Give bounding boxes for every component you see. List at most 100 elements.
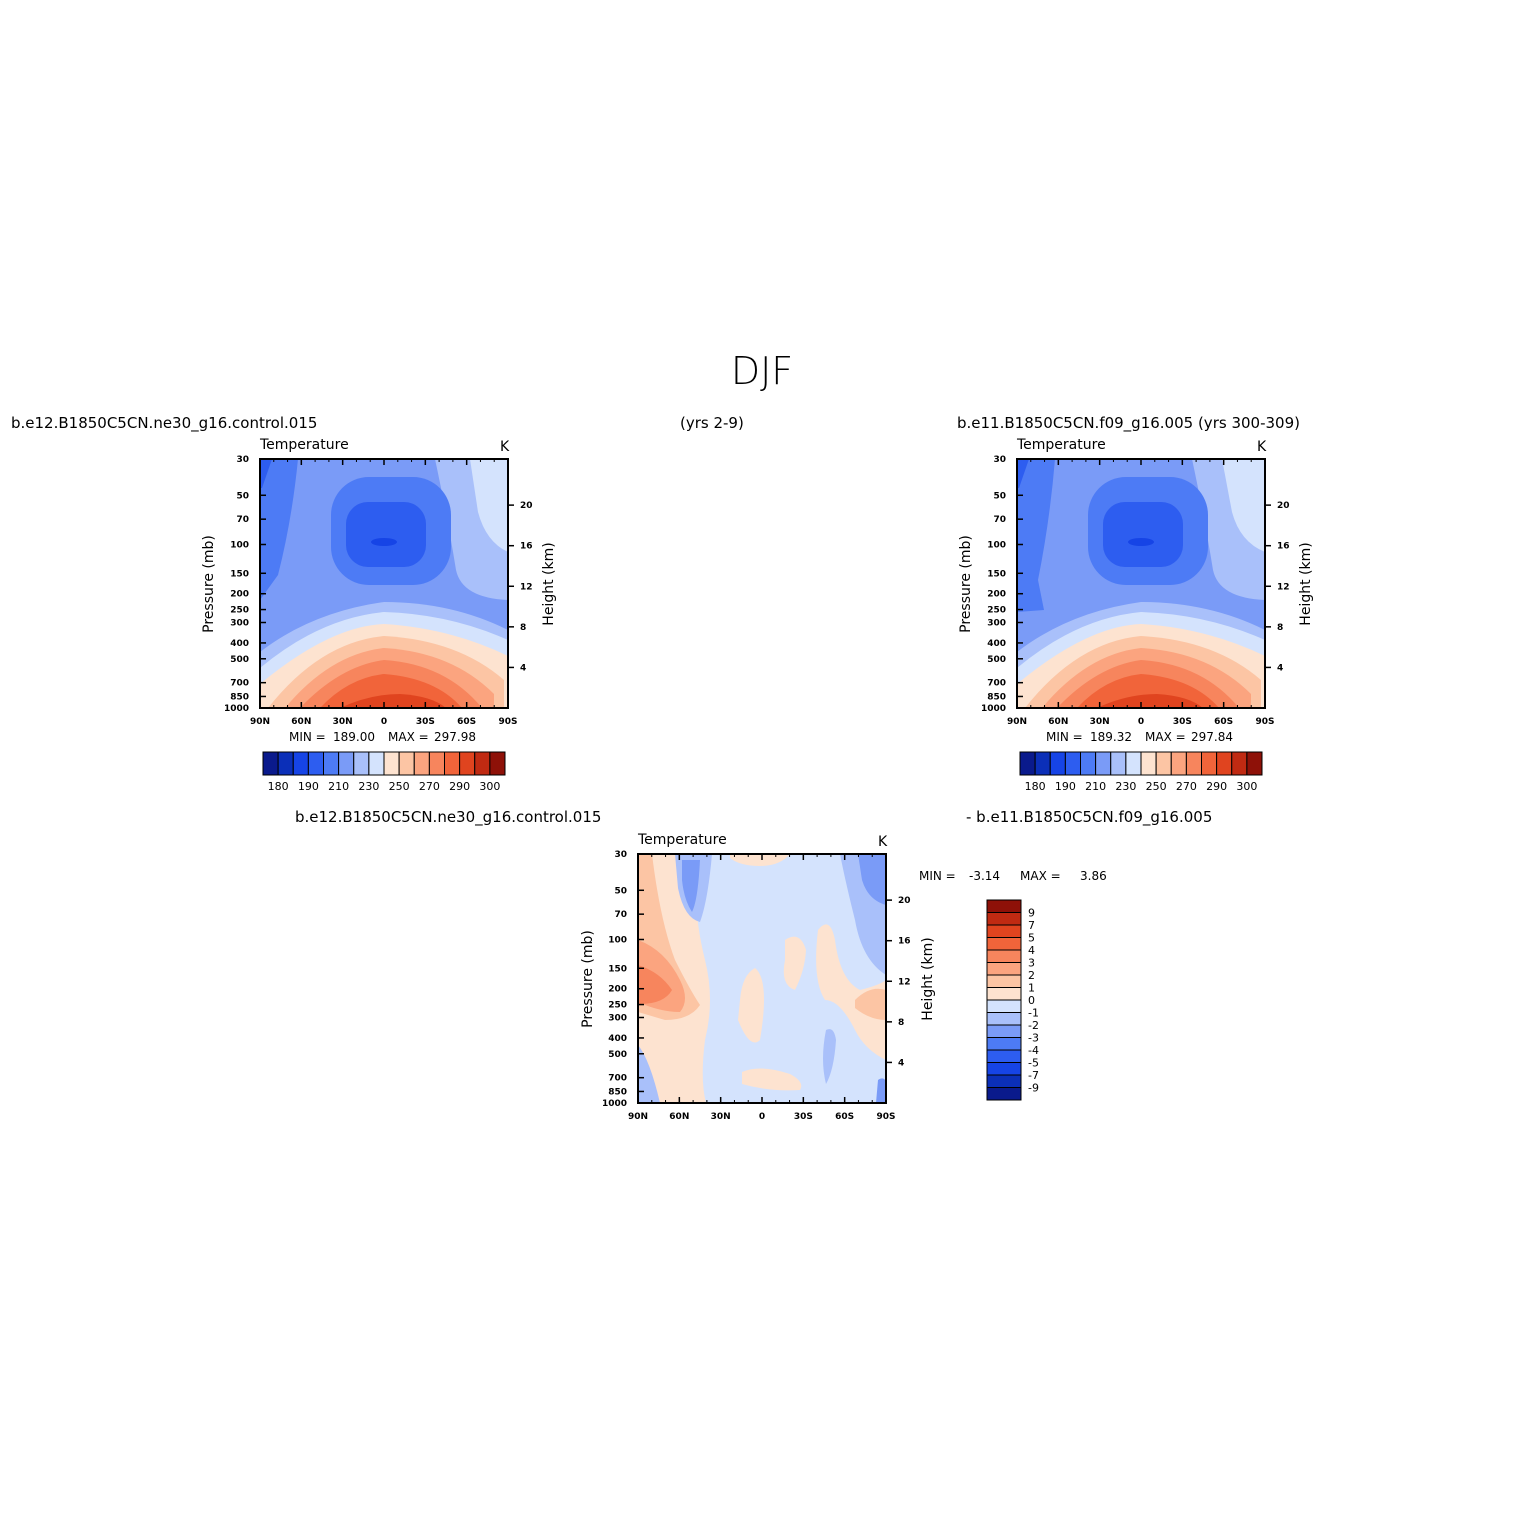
y-tick-label: 300 — [608, 1014, 627, 1024]
y-tick-label: 500 — [608, 1050, 627, 1060]
colorbar-swatch — [986, 949, 1022, 963]
colorbar-label: 7 — [1028, 919, 1035, 932]
y-tick-label: 30 — [236, 455, 249, 465]
y2-tick-label: 8 — [898, 1018, 904, 1028]
colorbar-swatch — [1216, 751, 1233, 776]
control-min-value: 189.00 — [333, 730, 375, 744]
colorbar-label: 250 — [389, 780, 410, 793]
y-tick-label: 70 — [614, 910, 627, 920]
y2-tick-label: 16 — [1277, 542, 1290, 552]
x-tick-label: 30S — [1173, 717, 1192, 727]
y-tick-label: 50 — [993, 491, 1006, 501]
reference-axes: 90N 60N 30N 0 30S 60S 90S 30 50 70 100 150 200 250 300… — [981, 455, 1290, 727]
difference-plot-title: Temperature — [637, 832, 727, 848]
years-header: (yrs 2-9) — [680, 414, 744, 432]
y-tick-label: 150 — [230, 569, 249, 579]
colorbar-label: 210 — [328, 780, 349, 793]
control-temperature-panel: 90N 60N 30N 0 30S 60S 90S 30 50 70 100 150 200 250 300… — [201, 437, 557, 793]
x-tick-label: 60N — [1048, 717, 1068, 727]
colorbar-label: 290 — [1206, 780, 1227, 793]
x-tick-label: 0 — [759, 1112, 765, 1122]
colorbar-swatch — [986, 974, 1022, 988]
y-tick-label: 400 — [608, 1034, 627, 1044]
difference-max-label: MAX = — [1020, 869, 1061, 883]
colorbar-swatch — [1231, 751, 1248, 776]
colorbar-swatch — [323, 751, 340, 776]
contour-fill-180-polar — [1017, 459, 1029, 488]
y-tick-label: 200 — [230, 590, 249, 600]
colorbar-swatch — [1125, 751, 1142, 776]
difference-left-header: b.e12.B1850C5CN.ne30_g16.control.015 — [295, 808, 601, 827]
difference-units-label: K — [878, 834, 888, 850]
y-tick-label: 850 — [987, 692, 1006, 702]
colorbar-swatch — [986, 924, 1022, 938]
y-tick-label: 200 — [608, 985, 627, 995]
colorbar-label: 5 — [1028, 932, 1035, 945]
control-max-value: 297.98 — [434, 730, 476, 744]
colorbar-swatch — [986, 962, 1022, 976]
x-tick-label: 60N — [291, 717, 311, 727]
contour-fill-0-1-eq — [783, 936, 806, 990]
x-tick-label: 90N — [1007, 717, 1027, 727]
difference-min-value: -3.14 — [969, 869, 1000, 883]
difference-max-value: 3.86 — [1080, 869, 1107, 883]
reference-pressure-axis-label: Pressure (mb) — [958, 535, 974, 633]
colorbar-swatch — [413, 751, 430, 776]
contour-fill-220-southpole — [1222, 459, 1265, 552]
y2-tick-label: 8 — [1277, 623, 1283, 633]
reference-case-header: b.e11.B1850C5CN.f09_g16.005 (yrs 300-309… — [957, 414, 1300, 433]
y-tick-label: 850 — [230, 692, 249, 702]
colorbar-label: 190 — [1055, 780, 1076, 793]
y-tick-label: 200 — [987, 590, 1006, 600]
colorbar-label: 300 — [1236, 780, 1257, 793]
contour-fill-0-1-lower — [742, 1068, 802, 1091]
y-tick-label: 100 — [608, 935, 627, 945]
colorbar-swatch — [1110, 751, 1127, 776]
reference-contour-field — [1017, 459, 1265, 708]
y2-tick-label: 4 — [898, 1058, 904, 1068]
x-tick-label: 30S — [794, 1112, 813, 1122]
colorbar-swatch — [292, 751, 309, 776]
y-tick-label: 50 — [614, 886, 627, 896]
colorbar-swatch — [1185, 751, 1202, 776]
colorbar-label: 230 — [1115, 780, 1136, 793]
difference-axes: 90N 60N 30N 0 30S 60S 90S 30 50 70 100 150 200 250 300… — [602, 850, 911, 1122]
x-tick-label: 60N — [669, 1112, 689, 1122]
y2-tick-label: 20 — [898, 896, 911, 906]
contour-fill-neg3-neg2-north — [682, 860, 700, 912]
y-tick-label: 300 — [230, 619, 249, 629]
colorbar-swatch — [986, 987, 1022, 1001]
colorbar-swatch — [1019, 751, 1036, 776]
colorbar-swatch — [986, 999, 1022, 1013]
y2-tick-label: 4 — [520, 663, 526, 673]
control-max-label: MAX = — [388, 730, 429, 744]
colorbar-swatch — [1246, 751, 1263, 776]
y-tick-label: 250 — [230, 606, 249, 616]
colorbar-swatch — [428, 751, 445, 776]
y-tick-label: 700 — [987, 679, 1006, 689]
difference-temperature-panel: 90N 60N 30N 0 30S 60S 90S305070100150200250300… — [580, 832, 1107, 1122]
y-tick-label: 300 — [987, 619, 1006, 629]
colorbar-label: 1 — [1028, 982, 1035, 995]
colorbar-label: -9 — [1028, 1082, 1039, 1095]
colorbar-label: 4 — [1028, 944, 1035, 957]
colorbar-swatch — [459, 751, 476, 776]
colorbar-swatch — [307, 751, 324, 776]
y-tick-label: 250 — [608, 1001, 627, 1011]
colorbar-label: 300 — [479, 780, 500, 793]
contour-fill-neg2-neg1-southmid — [823, 1029, 836, 1084]
y-tick-label: 250 — [987, 606, 1006, 616]
y-tick-label: 70 — [236, 515, 249, 525]
x-tick-label: 90S — [1255, 717, 1274, 727]
control-axes: 90N 60N 30N 0 30S 60S 90S 30 50 70 100 150 200 250 300… — [224, 455, 533, 727]
reference-plot-title: Temperature — [1016, 437, 1106, 453]
figure-title: DJF — [731, 349, 793, 393]
reference-height-axis-label: Height (km) — [1298, 542, 1314, 625]
x-tick-label: 90S — [498, 717, 517, 727]
reference-max-value: 297.84 — [1191, 730, 1233, 744]
colorbar-swatch — [986, 1062, 1022, 1076]
x-tick-label: 90N — [628, 1112, 648, 1122]
y-tick-label: 1000 — [981, 704, 1006, 714]
contour-fill-0-1-south — [816, 924, 886, 1060]
